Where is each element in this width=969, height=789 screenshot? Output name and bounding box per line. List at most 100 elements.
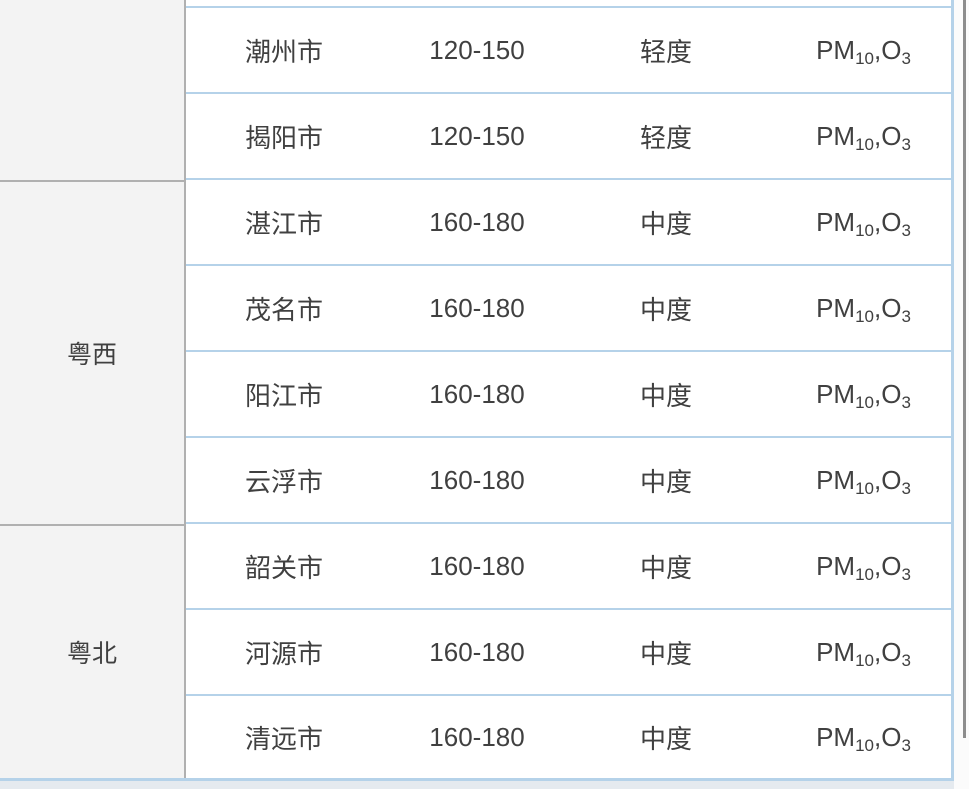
pollutant-pm-subscript: 10 <box>855 564 874 584</box>
pollutant-pm-subscript: 10 <box>855 392 874 412</box>
group-rows: 韶关市 160-180 中度 PM10,O3 河源市 160-180 中度 PM… <box>186 524 951 778</box>
pollutant-separator: , <box>873 636 882 667</box>
pollutant-o3-subscript: 3 <box>901 306 911 326</box>
pollutant-o3-symbol: O <box>881 120 902 151</box>
partial-row-top <box>186 0 951 8</box>
region-group-yuexi: 粤西 湛江市 160-180 中度 PM10,O3 茂名市 160-180 中度… <box>0 180 951 524</box>
pollutant-pm-symbol: PM <box>816 464 856 495</box>
aqi-range-cell: 160-180 <box>429 550 525 581</box>
aqi-range-cell: 160-180 <box>429 206 525 237</box>
scrollbar-thumb[interactable] <box>963 0 966 738</box>
pollutant-pm-subscript: 10 <box>855 306 874 326</box>
table-row: 湛江市 160-180 中度 PM10,O3 <box>186 180 951 266</box>
pollutant-o3-symbol: O <box>881 292 902 323</box>
pollution-level-cell: 中度 <box>639 208 692 239</box>
table-row: 河源市 160-180 中度 PM10,O3 <box>186 610 951 696</box>
pollutant-pm-subscript: 10 <box>855 220 874 240</box>
pollution-level-cell: 中度 <box>639 723 692 754</box>
pollutant-o3-symbol: O <box>881 550 902 581</box>
pollutant-pm-subscript: 10 <box>855 650 874 670</box>
city-cell: 揭阳市 <box>244 122 323 153</box>
aqi-range-cell: 160-180 <box>429 292 525 323</box>
pollution-level-cell: 中度 <box>639 638 692 669</box>
pollutant-pm-symbol: PM <box>816 378 856 409</box>
pollutant-o3-symbol: O <box>881 378 902 409</box>
city-cell: 云浮市 <box>244 466 323 497</box>
pollutant-pm-symbol: PM <box>816 206 856 237</box>
aqi-range-cell: 120-150 <box>429 120 525 151</box>
pollutant-pm-symbol: PM <box>816 34 856 65</box>
city-cell: 潮州市 <box>244 36 323 67</box>
primary-pollutant-cell: PM10,O3 <box>760 120 951 154</box>
region-label: 粤西 <box>66 341 117 369</box>
pollutant-separator: , <box>873 206 882 237</box>
aqi-range-cell: 160-180 <box>429 378 525 409</box>
pollutant-o3-symbol: O <box>881 636 902 667</box>
pollutant-separator: , <box>873 550 882 581</box>
city-cell: 河源市 <box>244 638 323 669</box>
pollutant-pm-symbol: PM <box>816 550 856 581</box>
aqi-range-cell: 160-180 <box>429 721 525 752</box>
region-cell-top <box>0 0 186 180</box>
table-row: 茂名市 160-180 中度 PM10,O3 <box>186 266 951 352</box>
primary-pollutant-cell: PM10,O3 <box>760 550 951 584</box>
pollutant-o3-subscript: 3 <box>901 48 911 68</box>
primary-pollutant-cell: PM10,O3 <box>760 721 951 755</box>
aqi-range-cell: 160-180 <box>429 464 525 495</box>
primary-pollutant-cell: PM10,O3 <box>760 464 951 498</box>
pollutant-separator: , <box>873 378 882 409</box>
table-row: 清远市 160-180 中度 PM10,O3 <box>186 696 951 778</box>
pollutant-separator: , <box>873 292 882 323</box>
aqi-range-cell: 120-150 <box>429 34 525 65</box>
primary-pollutant-cell: PM10,O3 <box>760 206 951 240</box>
table-row: 潮州市 120-150 轻度 PM10,O3 <box>186 8 951 94</box>
pollutant-pm-subscript: 10 <box>855 48 874 68</box>
pollutant-o3-subscript: 3 <box>901 392 911 412</box>
region-cell-yuexi: 粤西 <box>0 180 186 524</box>
city-cell: 阳江市 <box>244 380 323 411</box>
table-row: 韶关市 160-180 中度 PM10,O3 <box>186 524 951 610</box>
pollutant-separator: , <box>873 120 882 151</box>
region-group-yuebei: 粤北 韶关市 160-180 中度 PM10,O3 河源市 160-180 中度… <box>0 524 951 778</box>
pollutant-separator: , <box>873 34 882 65</box>
pollutant-o3-subscript: 3 <box>901 564 911 584</box>
aqi-range-cell: 160-180 <box>429 636 525 667</box>
page-background-band <box>0 781 954 789</box>
pollution-level-cell: 中度 <box>639 380 692 411</box>
city-cell: 清远市 <box>244 723 323 754</box>
primary-pollutant-cell: PM10,O3 <box>760 292 951 326</box>
city-cell: 韶关市 <box>244 552 323 583</box>
pollution-level-cell: 轻度 <box>639 122 692 153</box>
pollutant-o3-subscript: 3 <box>901 220 911 240</box>
region-label: 粤北 <box>66 640 117 668</box>
pollution-level-cell: 中度 <box>639 466 692 497</box>
table-row: 云浮市 160-180 中度 PM10,O3 <box>186 438 951 524</box>
pollutant-o3-symbol: O <box>881 721 902 752</box>
pollutant-pm-symbol: PM <box>816 721 856 752</box>
pollutant-pm-symbol: PM <box>816 636 856 667</box>
pollution-level-cell: 中度 <box>639 294 692 325</box>
pollutant-pm-symbol: PM <box>816 292 856 323</box>
table-row: 揭阳市 120-150 轻度 PM10,O3 <box>186 94 951 180</box>
pollutant-separator: , <box>873 721 882 752</box>
pollutant-o3-subscript: 3 <box>901 134 911 154</box>
pollutant-pm-subscript: 10 <box>855 134 874 154</box>
pollutant-o3-symbol: O <box>881 34 902 65</box>
city-cell: 茂名市 <box>244 294 323 325</box>
table-row: 阳江市 160-180 中度 PM10,O3 <box>186 352 951 438</box>
pollution-level-cell: 中度 <box>639 552 692 583</box>
primary-pollutant-cell: PM10,O3 <box>760 378 951 412</box>
pollutant-o3-subscript: 3 <box>901 650 911 670</box>
primary-pollutant-cell: PM10,O3 <box>760 34 951 68</box>
scrollbar-track[interactable] <box>954 0 969 789</box>
region-cell-yuebei: 粤北 <box>0 524 186 778</box>
pollution-level-cell: 轻度 <box>639 36 692 67</box>
pollutant-o3-symbol: O <box>881 206 902 237</box>
pollutant-separator: , <box>873 464 882 495</box>
pollutant-o3-symbol: O <box>881 464 902 495</box>
city-cell: 湛江市 <box>244 208 323 239</box>
pollutant-pm-symbol: PM <box>816 120 856 151</box>
primary-pollutant-cell: PM10,O3 <box>760 636 951 670</box>
pollutant-pm-subscript: 10 <box>855 735 874 755</box>
